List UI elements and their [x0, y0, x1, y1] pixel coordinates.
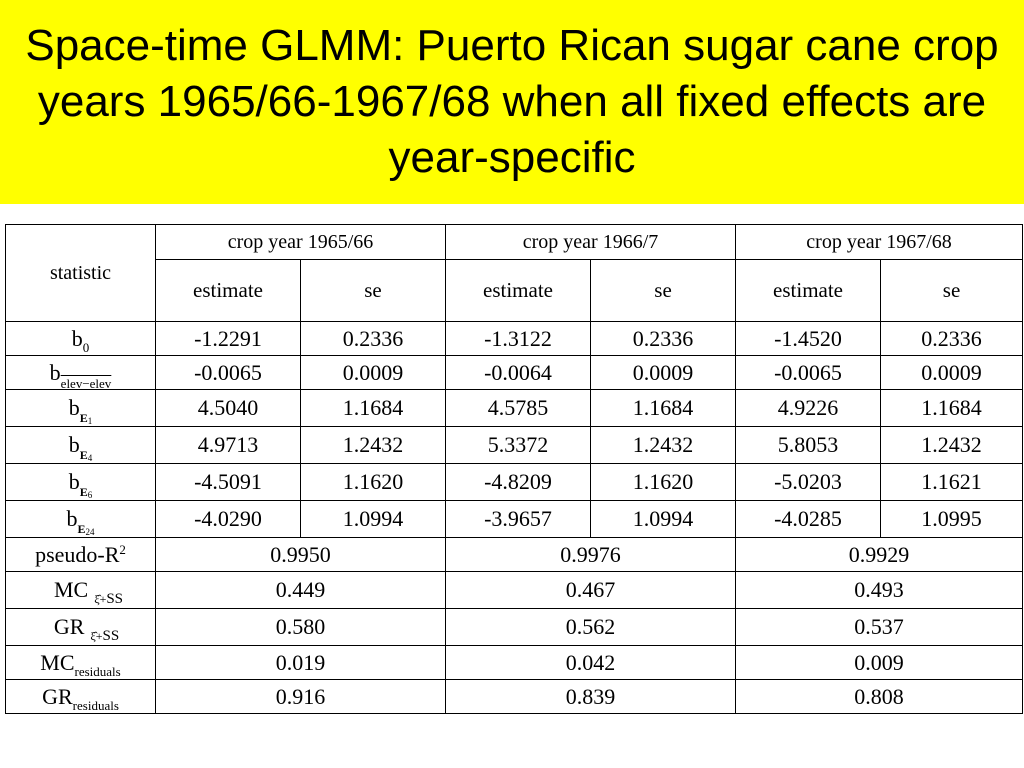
cell: 1.1684: [880, 389, 1024, 427]
table-row: bE24 -4.0290 1.0994 -3.9657 1.0994 -4.02…: [5, 500, 1024, 538]
cell: 0.467: [445, 571, 737, 609]
cell: 4.5785: [445, 389, 592, 427]
cell: 0.9929: [735, 537, 1024, 572]
cell: 0.0009: [880, 355, 1024, 390]
cell: -1.4520: [735, 321, 882, 356]
row-label: MC ξ̂+SS: [5, 571, 156, 609]
row-label: GRresiduals: [5, 679, 156, 714]
cell: 4.5040: [155, 389, 301, 427]
slide-title: Space-time GLMM: Puerto Rican sugar cane…: [25, 21, 999, 182]
cell: 0.562: [445, 608, 737, 646]
year-header: crop year 1967/68: [735, 224, 1024, 260]
cell: 1.2432: [590, 426, 737, 464]
cell: 1.2432: [299, 426, 447, 464]
cell: 1.0994: [590, 500, 737, 538]
cell: -0.0065: [155, 355, 301, 390]
cell: 0.580: [154, 608, 447, 646]
cell: 1.1621: [880, 463, 1024, 501]
results-table: statistic crop year 1965/66 crop year 19…: [5, 224, 1024, 714]
table-row: GR ξ̂+SS 0.580 0.562 0.537: [5, 608, 1024, 646]
se-header: se: [880, 259, 1024, 322]
cell: -4.0285: [735, 500, 882, 538]
cell: 1.1684: [590, 389, 737, 427]
table-row: bE4 4.9713 1.2432 5.3372 1.2432 5.8053 1…: [5, 426, 1024, 464]
statistic-header: statistic: [5, 224, 156, 322]
cell: 0.9976: [445, 537, 737, 572]
estimate-header: estimate: [155, 259, 301, 322]
cell: 0.493: [735, 571, 1024, 609]
cell: 0.2336: [590, 321, 737, 356]
row-label: bE4: [5, 426, 156, 464]
table-row: MCresiduals 0.019 0.042 0.009: [5, 645, 1024, 680]
row-label: GR ξ̂+SS: [5, 608, 156, 646]
table-row: bE1 4.5040 1.1684 4.5785 1.1684 4.9226 1…: [5, 389, 1024, 427]
cell: 0.042: [445, 645, 737, 680]
table-row: pseudo-R2 0.9950 0.9976 0.9929: [5, 537, 1024, 572]
cell: -4.5091: [155, 463, 301, 501]
se-header: se: [590, 259, 737, 322]
title-banner: Space-time GLMM: Puerto Rican sugar cane…: [0, 0, 1024, 204]
cell: -0.0065: [735, 355, 882, 390]
table-row: MC ξ̂+SS 0.449 0.467 0.493: [5, 571, 1024, 609]
row-label: MCresiduals: [5, 645, 156, 680]
table-row: GRresiduals 0.916 0.839 0.808: [5, 679, 1024, 714]
row-label: bE24: [5, 500, 156, 538]
cell: 0.449: [154, 571, 447, 609]
cell: 0.0009: [299, 355, 447, 390]
cell: 5.8053: [735, 426, 882, 464]
cell: -5.0203: [735, 463, 882, 501]
cell: 0.537: [735, 608, 1024, 646]
estimate-header: estimate: [445, 259, 592, 322]
row-label: pseudo-R2: [5, 537, 156, 572]
cell: -1.2291: [155, 321, 301, 356]
estimate-header: estimate: [735, 259, 882, 322]
cell: -0.0064: [445, 355, 592, 390]
header-row-columns: estimate se estimate se estimate se: [6, 259, 1024, 322]
cell: 0.9950: [154, 537, 447, 572]
cell: 4.9226: [735, 389, 882, 427]
table-row: belev−elev -0.0065 0.0009 -0.0064 0.0009…: [5, 355, 1024, 390]
table-row: bE6 -4.5091 1.1620 -4.8209 1.1620 -5.020…: [5, 463, 1024, 501]
cell: -4.0290: [155, 500, 301, 538]
row-label: b0: [5, 321, 156, 356]
cell: 0.2336: [299, 321, 447, 356]
cell: 1.2432: [880, 426, 1024, 464]
table-row: b0 -1.2291 0.2336 -1.3122 0.2336 -1.4520…: [5, 321, 1024, 356]
row-label: bE1: [5, 389, 156, 427]
cell: 0.916: [154, 679, 447, 714]
cell: 0.019: [154, 645, 447, 680]
cell: 0.009: [735, 645, 1024, 680]
year-header: crop year 1966/7: [445, 224, 737, 260]
cell: -3.9657: [445, 500, 592, 538]
year-header: crop year 1965/66: [154, 224, 447, 260]
cell: 1.1620: [299, 463, 447, 501]
cell: 0.808: [735, 679, 1024, 714]
se-header: se: [299, 259, 447, 322]
cell: 1.0994: [299, 500, 447, 538]
cell: 1.0995: [880, 500, 1024, 538]
header-row-years: statistic crop year 1965/66 crop year 19…: [5, 224, 1024, 322]
cell: 0.839: [445, 679, 737, 714]
cell: 1.1684: [299, 389, 447, 427]
row-label: bE6: [5, 463, 156, 501]
cell: -1.3122: [445, 321, 592, 356]
cell: 1.1620: [590, 463, 737, 501]
cell: 4.9713: [155, 426, 301, 464]
cell: 0.2336: [880, 321, 1024, 356]
cell: 0.0009: [590, 355, 737, 390]
cell: 5.3372: [445, 426, 592, 464]
cell: -4.8209: [445, 463, 592, 501]
row-label: belev−elev: [5, 355, 156, 390]
